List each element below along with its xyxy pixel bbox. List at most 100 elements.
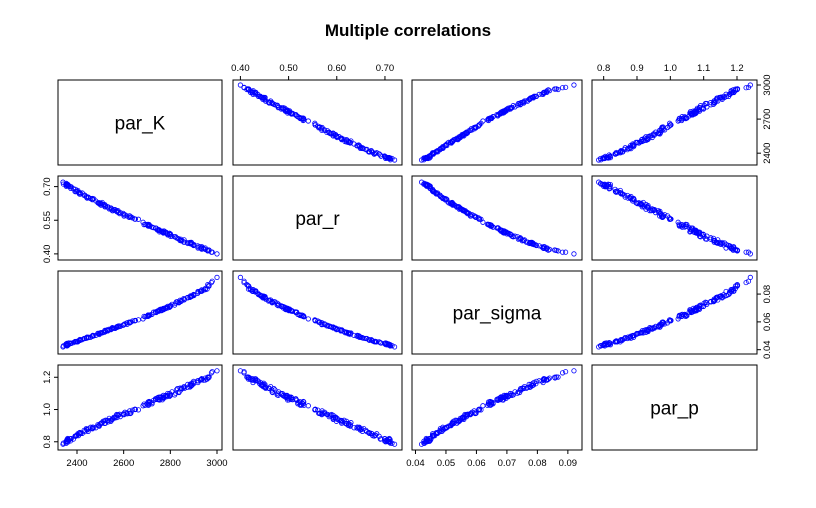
data-point (596, 179, 602, 185)
data-point (319, 410, 325, 416)
data-point (376, 339, 382, 345)
data-point (122, 321, 128, 327)
bottom-tick-label: 0.05 (437, 458, 456, 469)
data-point (458, 206, 464, 212)
data-point (191, 292, 197, 298)
data-point (659, 127, 665, 134)
data-point (156, 396, 162, 402)
data-point (418, 157, 425, 163)
data-point (187, 239, 193, 246)
data-point (97, 200, 103, 207)
data-point (86, 334, 92, 340)
data-point (266, 385, 272, 392)
data-point (146, 402, 152, 408)
data-point (364, 429, 370, 435)
data-point (65, 341, 71, 347)
data-point (135, 407, 141, 413)
panel-frame (411, 364, 583, 451)
data-point (312, 406, 318, 413)
data-point (607, 181, 614, 188)
data-point (693, 230, 699, 236)
data-point (637, 330, 643, 336)
data-point (124, 410, 130, 416)
data-point (260, 295, 266, 301)
data-point (440, 195, 446, 201)
data-point (106, 206, 112, 212)
data-point (253, 288, 259, 294)
data-point (627, 195, 633, 201)
data-point (244, 374, 250, 380)
data-point (67, 340, 74, 347)
data-point (257, 292, 263, 298)
data-point (127, 320, 133, 326)
data-point (508, 232, 515, 238)
data-point (660, 126, 667, 132)
data-point (60, 441, 66, 447)
data-point (667, 216, 673, 222)
data-point (305, 118, 311, 124)
data-point (689, 110, 695, 117)
data-point (521, 99, 527, 105)
data-point (144, 401, 150, 407)
data-point (530, 94, 536, 100)
data-point (503, 229, 509, 235)
data-point (686, 309, 692, 315)
panel-frame (232, 364, 403, 451)
data-point (312, 317, 318, 324)
data-point (90, 424, 96, 430)
data-point (65, 437, 71, 443)
top-tick-label: 0.60 (328, 63, 347, 74)
data-point (617, 337, 623, 344)
data-point (437, 192, 443, 198)
data-point (630, 141, 636, 147)
data-point (274, 300, 280, 306)
data-point (503, 108, 509, 114)
data-point (704, 100, 710, 107)
panel-par_K-vs-par_sigma (411, 79, 583, 166)
data-point (679, 313, 685, 319)
top-tick-label: 0.70 (376, 63, 395, 74)
data-point (712, 100, 718, 106)
data-point (369, 149, 375, 155)
data-point (426, 153, 432, 159)
data-point (686, 225, 692, 231)
data-point (607, 342, 614, 348)
data-point (152, 309, 159, 315)
data-point (711, 99, 717, 105)
data-point (486, 401, 492, 407)
data-point (689, 227, 695, 233)
data-point (555, 248, 561, 254)
panel-par_p-vs-par_sigma (411, 364, 583, 451)
data-point (260, 96, 266, 102)
data-point (546, 88, 553, 94)
data-point (526, 96, 532, 102)
data-point (688, 112, 694, 118)
panel-par_K-vs-par_r (232, 79, 403, 166)
data-point (431, 188, 437, 194)
data-point (634, 331, 641, 337)
data-point (391, 441, 398, 447)
data-point (284, 392, 290, 398)
data-point (533, 93, 539, 99)
data-point (160, 305, 167, 312)
data-point (202, 246, 208, 252)
data-point (555, 86, 561, 93)
data-point (327, 323, 334, 330)
data-point (67, 184, 74, 190)
panel-frame (591, 79, 758, 166)
data-point (166, 231, 173, 237)
data-point (604, 341, 610, 347)
data-point (729, 287, 736, 293)
chart-title: Multiple correlations (325, 21, 491, 40)
data-point (607, 185, 613, 192)
panel-frame (591, 364, 758, 451)
data-point (317, 319, 323, 325)
data-point (719, 96, 725, 102)
data-point (728, 90, 734, 96)
data-point (648, 325, 655, 331)
data-point (382, 153, 388, 159)
data-point (559, 85, 566, 91)
data-point (109, 416, 115, 422)
right-tick-label: 2400 (762, 143, 773, 164)
data-point (596, 344, 602, 350)
